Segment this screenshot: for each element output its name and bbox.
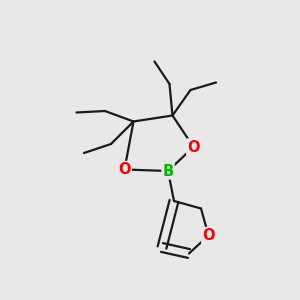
Text: O: O bbox=[118, 162, 131, 177]
Text: O: O bbox=[187, 140, 200, 154]
Text: O: O bbox=[202, 228, 215, 243]
Text: B: B bbox=[162, 164, 174, 178]
